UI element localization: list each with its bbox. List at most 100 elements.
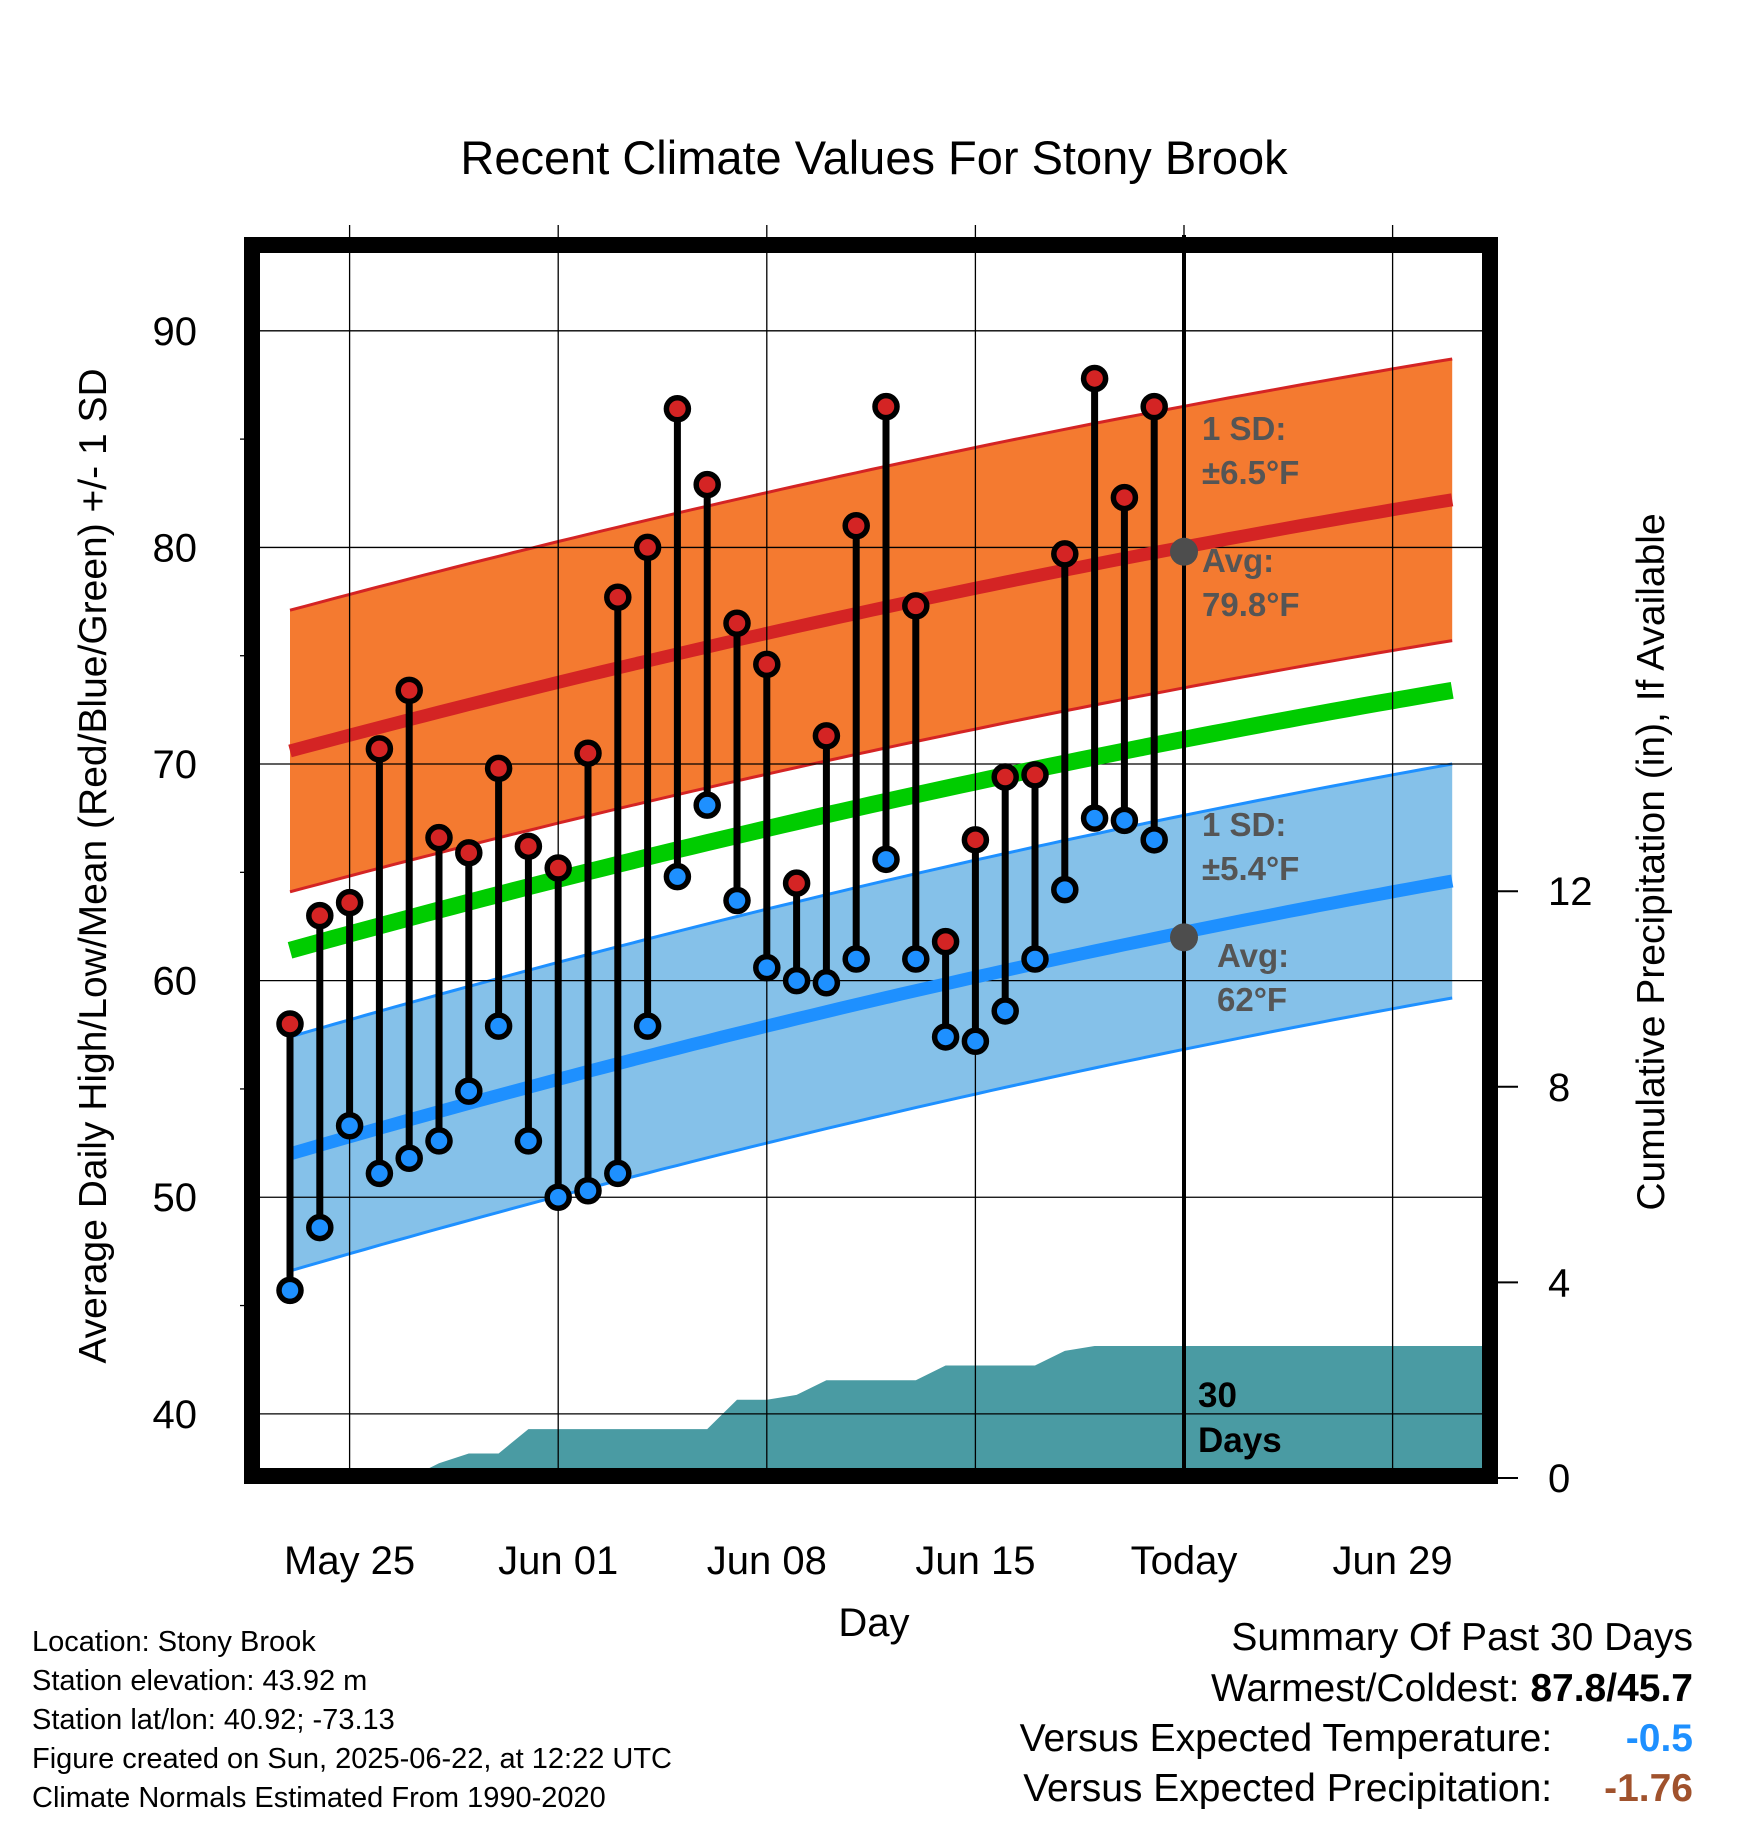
daily-low-point xyxy=(812,969,841,997)
daily-high-point xyxy=(395,676,423,705)
daily-high-point xyxy=(574,739,602,767)
daily-high-point xyxy=(663,395,692,423)
daily-low-point xyxy=(574,1176,602,1205)
summary-warm-cold: Warmest/Coldest: 87.8/45.7 xyxy=(1211,1667,1693,1711)
daily-low-point xyxy=(395,1144,423,1173)
daily-low-point xyxy=(544,1183,572,1211)
daily-low-point xyxy=(693,791,721,819)
daily-high-point xyxy=(991,763,1019,791)
daily-low-point xyxy=(335,1112,364,1140)
low-sd-value: ±5.4°F xyxy=(1202,850,1299,887)
daily-high-point xyxy=(276,1010,304,1038)
daily-low-point xyxy=(872,845,900,874)
daily-low-point xyxy=(1140,826,1168,854)
low-sd-lower-line xyxy=(289,996,1453,1273)
summary-precip: Versus Expected Precipitation: -1.76 xyxy=(1023,1767,1693,1811)
high-sd-label: 1 SD: xyxy=(1202,410,1286,447)
days-count-label: 30 xyxy=(1198,1376,1237,1415)
daily-high-point xyxy=(1110,483,1139,512)
daily-high-point xyxy=(872,392,900,421)
daily-range-bars xyxy=(276,364,1168,1305)
y2-tick-label-3: 12 xyxy=(1548,870,1593,914)
precip-diff-value: -1.76 xyxy=(1604,1767,1693,1810)
days-word-label: Days xyxy=(1198,1421,1282,1460)
daily-high-point xyxy=(633,533,662,562)
high-sd-lower-line xyxy=(289,639,1453,894)
daily-high-point xyxy=(306,901,334,930)
daily-high-point xyxy=(782,869,811,897)
y-tick-label-5: 90 xyxy=(153,310,198,354)
daily-high-point xyxy=(544,854,572,882)
daily-low-point xyxy=(365,1159,394,1188)
daily-high-point xyxy=(1080,364,1109,393)
daily-low-point xyxy=(514,1127,543,1155)
y2-axis-label: Cumulative Precipitation (in), If Availa… xyxy=(1630,513,1673,1210)
daily-low-point xyxy=(604,1159,632,1188)
daily-low-point xyxy=(633,1012,662,1040)
daily-high-point xyxy=(1051,540,1079,568)
chart-title: Recent Climate Values For Stony Brook xyxy=(460,131,1288,184)
x-tick-label-5: Jun 29 xyxy=(1333,1539,1453,1583)
summary-temp: Versus Expected Temperature: -0.5 xyxy=(1020,1717,1693,1761)
station-elevation: Station elevation: 43.92 m xyxy=(32,1665,368,1697)
daily-high-point xyxy=(842,512,870,540)
precip-diff-label: Versus Expected Precipitation: xyxy=(1023,1767,1553,1810)
daily-low-point xyxy=(1051,875,1079,904)
x-axis-label: Day xyxy=(838,1601,909,1645)
daily-high-point xyxy=(455,839,483,867)
x-tick-label-1: Jun 01 xyxy=(498,1539,618,1583)
y2-tick-label-0: 0 xyxy=(1548,1457,1570,1501)
daily-low-point xyxy=(1080,804,1109,832)
low-sd-band xyxy=(290,764,1453,1271)
daily-high-point xyxy=(961,826,990,854)
x-tick-label-0: May 25 xyxy=(284,1539,415,1583)
daily-low-point xyxy=(842,945,870,973)
daily-low-point xyxy=(455,1077,483,1105)
daily-high-point xyxy=(484,754,513,783)
precip-area xyxy=(429,1346,1482,1468)
daily-high-point xyxy=(514,832,543,861)
y-tick-label-4: 80 xyxy=(153,526,198,570)
high-avg-label: Avg: xyxy=(1202,542,1274,579)
daily-high-point xyxy=(902,592,930,620)
daily-high-point xyxy=(335,888,364,917)
low-avg-label: Avg: xyxy=(1217,937,1289,974)
station-location: Location: Stony Brook xyxy=(32,1626,316,1658)
daily-low-point xyxy=(1110,806,1139,835)
warm-cold-value: 87.8/45.7 xyxy=(1530,1667,1693,1710)
y-axis-label: Average Daily High/Low/Mean (Red/Blue/Gr… xyxy=(72,368,115,1363)
daily-low-point xyxy=(991,997,1019,1025)
figure-created: Figure created on Sun, 2025-06-22, at 12… xyxy=(32,1743,672,1775)
x-tick-label-4: Today xyxy=(1131,1539,1238,1583)
x-tick-label-3: Jun 15 xyxy=(915,1539,1035,1583)
high-sd-value: ±6.5°F xyxy=(1202,454,1299,491)
y2-tick-label-2: 8 xyxy=(1548,1066,1570,1110)
daily-low-point xyxy=(484,1012,513,1040)
y-tick-label-3: 70 xyxy=(153,743,198,787)
climate-normals-period: Climate Normals Estimated From 1990-2020 xyxy=(32,1782,606,1814)
daily-high-point xyxy=(812,722,841,750)
daily-high-point xyxy=(931,927,960,956)
today-high-avg-marker xyxy=(1170,537,1198,566)
daily-high-point xyxy=(365,735,394,763)
y2-tick-label-1: 4 xyxy=(1548,1261,1570,1305)
high-sd-upper-line xyxy=(289,357,1453,612)
low-sd-upper-line xyxy=(289,762,1453,1039)
daily-high-point xyxy=(753,650,781,679)
daily-low-point xyxy=(425,1127,453,1155)
station-latlon: Station lat/lon: 40.92; -73.13 xyxy=(32,1704,395,1736)
daily-high-point xyxy=(723,609,751,637)
daily-low-point xyxy=(902,945,930,973)
daily-high-point xyxy=(425,823,453,852)
daily-high-point xyxy=(693,470,721,499)
summary-title: Summary Of Past 30 Days xyxy=(1231,1616,1693,1659)
normal-low-line xyxy=(288,874,1454,1161)
daily-high-point xyxy=(1140,392,1168,421)
warm-cold-label: Warmest/Coldest: xyxy=(1211,1667,1520,1710)
daily-low-point xyxy=(931,1023,960,1051)
temp-diff-value: -0.5 xyxy=(1625,1717,1693,1760)
low-sd-label: 1 SD: xyxy=(1202,806,1286,843)
daily-high-point xyxy=(1021,761,1049,789)
high-avg-value: 79.8°F xyxy=(1202,586,1300,623)
